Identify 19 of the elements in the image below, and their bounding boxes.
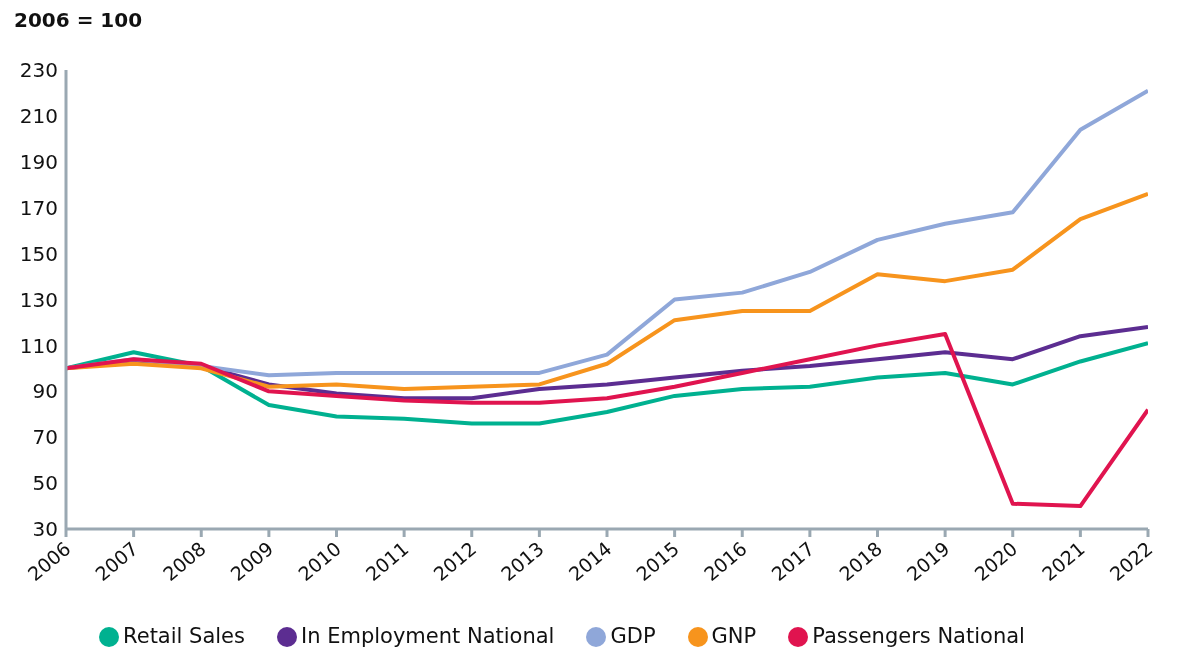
legend-label: GNP — [711, 624, 757, 648]
y-tick-label: 90 — [32, 379, 58, 404]
y-tick-label: 150 — [19, 241, 58, 266]
y-axis-title: 2006 = 100 — [14, 8, 143, 32]
legend-label: In Employment National — [300, 624, 555, 648]
legend-label: Passengers National — [812, 624, 1025, 648]
legend-label: GDP — [610, 624, 656, 648]
y-tick-label: 110 — [19, 333, 58, 358]
y-tick-label: 130 — [19, 287, 58, 312]
y-tick-label: 170 — [19, 195, 58, 220]
y-tick-label: 70 — [32, 425, 58, 450]
y-tick-label: 50 — [32, 471, 58, 496]
y-tick-label: 30 — [32, 517, 58, 542]
y-tick-label: 230 — [19, 58, 58, 83]
line-series — [66, 331, 1148, 509]
y-tick-label: 210 — [19, 104, 58, 128]
y-tick-label: 190 — [19, 149, 58, 174]
line-series — [66, 341, 1148, 426]
legend-label: Retail Sales — [123, 624, 245, 648]
